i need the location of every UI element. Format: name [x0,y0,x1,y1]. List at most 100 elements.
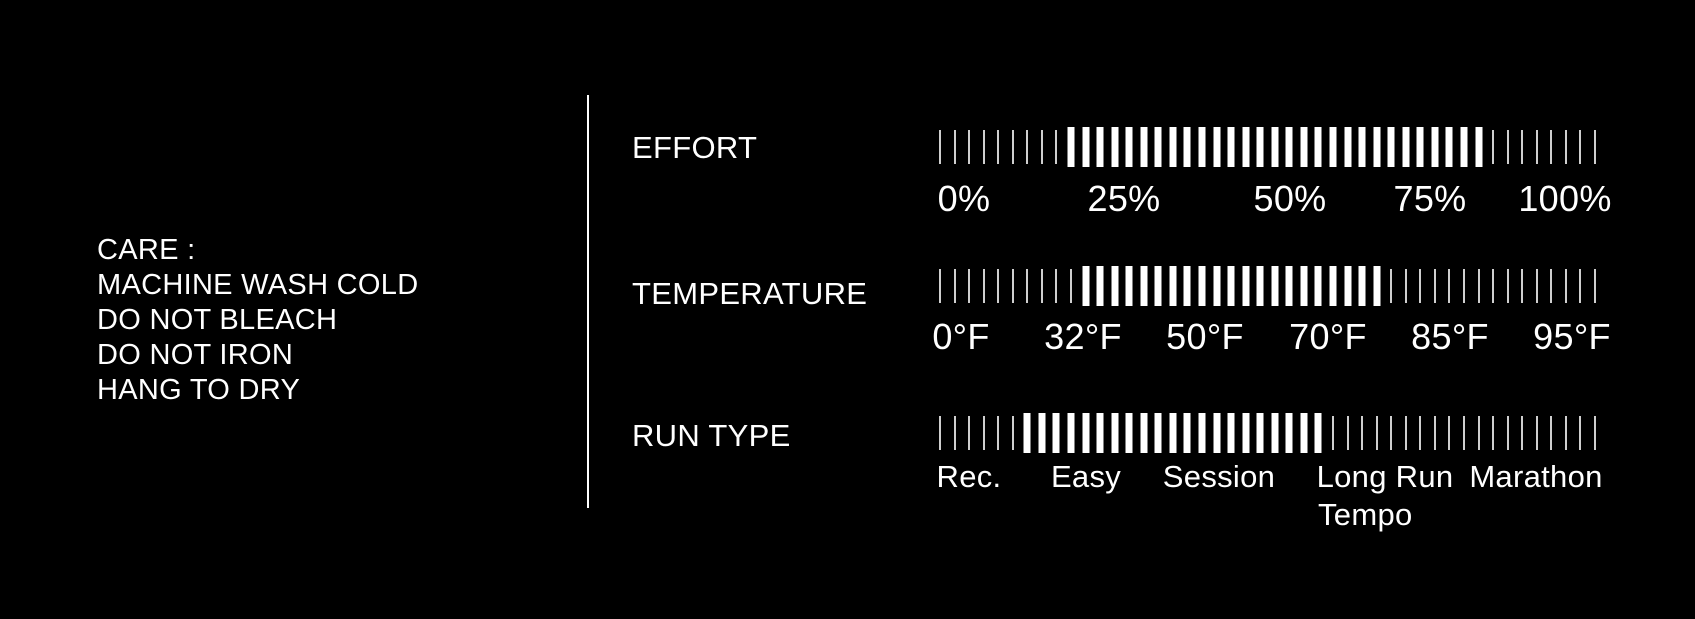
tick-mark-thin [982,269,985,303]
tick-mark-thin [968,269,971,303]
tick-mark-thin [1026,269,1029,303]
tick-mark-bold [1067,127,1075,167]
tick-mark-bold [1096,127,1104,167]
tick-mark-bold [1140,127,1148,167]
tick-mark-bold [1475,127,1483,167]
tick-label: 75% [1393,178,1467,219]
effort-tick-labels: 0% 25% 50% 75% 100% [937,178,1612,258]
tick-mark-thin [1594,130,1596,164]
care-instructions: CARE : MACHINE WASH COLD DO NOT BLEACH D… [97,233,418,408]
tick-mark-bold [1125,413,1133,453]
tick-label: Session [1162,459,1276,494]
tick-mark-thin [1011,416,1014,450]
tick-mark-bold [1445,127,1453,167]
temperature-tick-scale [939,266,1596,306]
tick-mark-bold [1285,127,1293,167]
tick-mark-bold [1183,413,1191,453]
tick-mark-thin [1040,130,1043,164]
tick-label: 0% [937,178,991,219]
tick-mark-thin [1550,416,1553,450]
tick-mark-thin [953,269,956,303]
tick-mark-bold [1038,413,1046,453]
effort-tick-scale [939,127,1596,167]
tick-mark-thin [1579,416,1582,450]
tick-mark-thin [1521,130,1524,164]
tick-mark-bold [1213,127,1221,167]
tick-mark-bold [1314,127,1322,167]
tick-mark-bold [1183,266,1191,306]
tick-mark-bold [1125,127,1133,167]
tick-mark-bold [1169,413,1177,453]
tick-mark-thin [1564,130,1567,164]
tick-label: 70°F [1289,316,1367,357]
tick-mark-thin [1492,269,1495,303]
tick-label: Tempo [1318,497,1413,532]
tick-mark-thin [1055,269,1058,303]
tick-mark-bold [1358,266,1366,306]
temperature-tick-labels: 0°F 32°F 50°F 70°F 85°F 95°F [932,316,1610,396]
tick-mark-thin [1390,416,1393,450]
tick-mark-thin [953,416,956,450]
tick-mark-thin [1594,416,1596,450]
tick-mark-bold [1183,127,1191,167]
tick-mark-bold [1227,127,1235,167]
tick-mark-bold [1416,127,1424,167]
tick-mark-thin [1550,130,1553,164]
tick-mark-bold [1067,413,1075,453]
tick-mark-bold [1111,127,1119,167]
tick-mark-thin [997,416,1000,450]
tick-mark-thin [1026,130,1029,164]
tick-mark-bold [1402,127,1410,167]
tick-mark-bold [1198,413,1206,453]
temperature-row-label: TEMPERATURE [632,276,868,311]
tick-mark-bold [1300,127,1308,167]
tick-mark-bold [1285,266,1293,306]
tick-label: 50% [1253,178,1327,219]
tick-mark-bold [1344,266,1352,306]
run-type-row-label: RUN TYPE [632,418,791,453]
tick-mark-thin [1477,416,1480,450]
tick-mark-thin [1433,269,1436,303]
tick-mark-thin [1521,269,1524,303]
tick-mark-thin [1390,269,1393,303]
tick-label: 85°F [1411,316,1489,357]
tick-mark-thin [1477,269,1480,303]
tick-mark-bold [1329,266,1337,306]
tick-mark-thin [939,269,941,303]
tick-mark-bold [1271,127,1279,167]
tick-mark-bold [1125,266,1133,306]
tick-mark-bold [1154,127,1162,167]
tick-mark-bold [1213,413,1221,453]
tick-mark-bold [1227,266,1235,306]
tick-mark-thin [1594,269,1596,303]
tick-mark-thin [1579,130,1582,164]
tick-mark-thin [1506,416,1509,450]
tick-mark-bold [1344,127,1352,167]
tick-mark-bold [1198,266,1206,306]
tick-mark-thin [1375,416,1378,450]
tick-mark-thin [1506,130,1509,164]
tick-label: Easy [1050,459,1122,494]
tick-label: 25% [1087,178,1161,219]
care-line-dry: HANG TO DRY [97,374,301,406]
tick-mark-bold [1256,127,1264,167]
tick-mark-thin [1419,416,1422,450]
tick-mark-thin [939,130,941,164]
tick-mark-thin [1564,269,1567,303]
tick-mark-bold [1198,127,1206,167]
tick-mark-bold [1213,266,1221,306]
tick-mark-thin [982,130,985,164]
tick-mark-thin [1535,269,1538,303]
care-line-iron: DO NOT IRON [97,339,294,371]
tick-label: Marathon [1469,459,1603,494]
tick-mark-bold [1096,266,1104,306]
tick-mark-bold [1285,413,1293,453]
run-type-tick-scale [939,413,1596,453]
tick-mark-thin [1535,130,1538,164]
tick-mark-thin [1332,416,1334,450]
tick-mark-thin [1579,269,1582,303]
tick-mark-bold [1329,127,1337,167]
care-line-bleach: DO NOT BLEACH [97,304,338,336]
tick-label: 50°F [1166,316,1244,357]
